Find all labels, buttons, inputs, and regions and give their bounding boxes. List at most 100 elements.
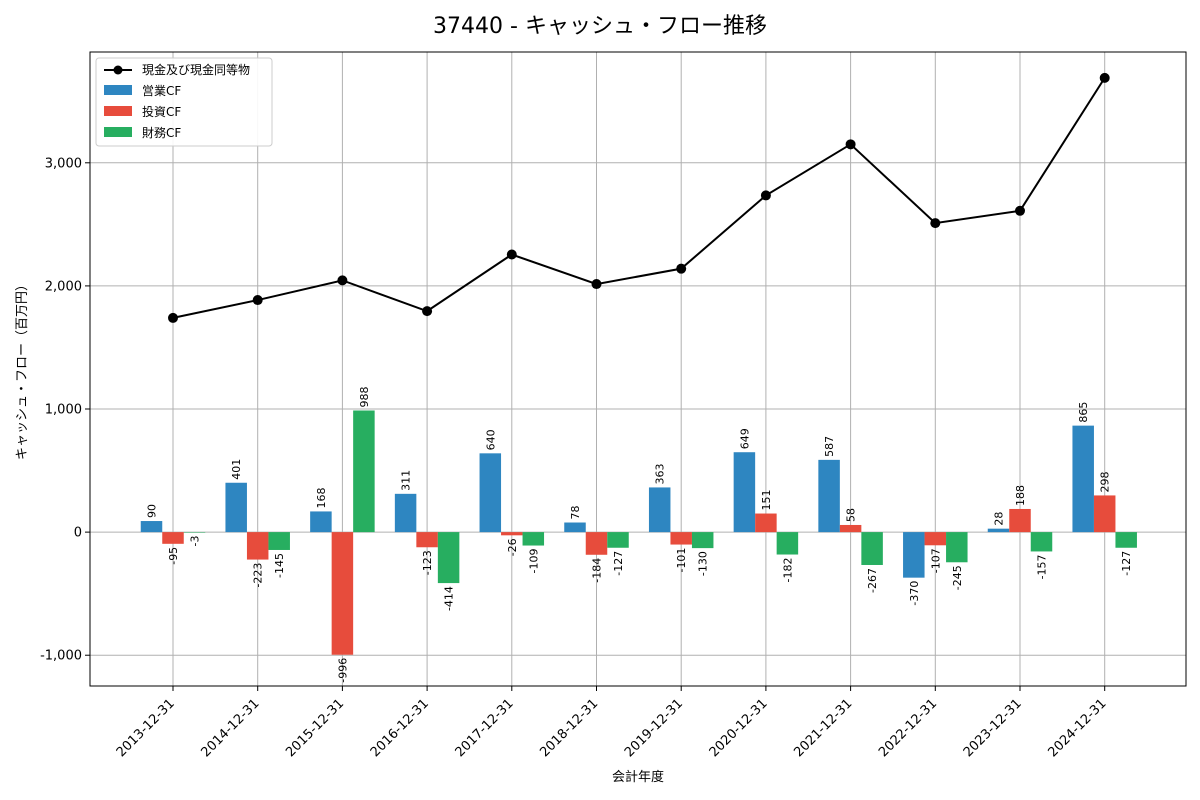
cash-line-point xyxy=(337,275,348,286)
chart-title: 37440 - キャッシュ・フロー推移 xyxy=(433,14,767,39)
bar xyxy=(183,532,206,533)
bar xyxy=(648,487,671,533)
bar-value-label: -109 xyxy=(527,549,540,574)
bar xyxy=(331,532,354,655)
legend-label-financing: 財務CF xyxy=(142,125,181,140)
y-tick-label: -1,000 xyxy=(40,649,82,664)
x-tick-label: 2024-12-31 xyxy=(1045,696,1109,760)
bar xyxy=(501,532,523,536)
bar-labels-layer: 90 401 168 311 640 78 363 649 587 -370 28 865 -95 -22… xyxy=(146,386,1134,682)
bar xyxy=(1115,532,1137,548)
bar-value-label: 311 xyxy=(400,470,413,491)
x-tick-label: 2018-12-31 xyxy=(537,696,601,760)
bar-value-label: 401 xyxy=(230,459,243,480)
bar-value-label: -3 xyxy=(189,535,202,546)
x-tick-label: 2015-12-31 xyxy=(283,696,347,760)
x-tick-label: 2020-12-31 xyxy=(707,696,771,760)
bar-value-label: -101 xyxy=(675,548,688,573)
bar xyxy=(416,532,438,548)
bar xyxy=(861,532,883,565)
bar-value-label: -95 xyxy=(167,547,180,565)
cash-line-point xyxy=(168,312,178,323)
bar xyxy=(246,532,269,560)
bar xyxy=(1009,508,1031,533)
bar-value-label: 865 xyxy=(1077,402,1090,423)
bar-value-label: 58 xyxy=(845,508,858,522)
legend-frame xyxy=(95,57,273,147)
plot-frame xyxy=(89,51,1187,687)
bar-value-label: 640 xyxy=(484,429,497,450)
legend-swatch-investing xyxy=(104,106,132,116)
bar-value-label: -26 xyxy=(506,538,519,556)
bar xyxy=(755,513,777,533)
bar-value-label: 168 xyxy=(315,487,328,508)
x-tick-label: 2014-12-31 xyxy=(198,696,262,760)
bar-value-label: 151 xyxy=(760,490,773,511)
bar xyxy=(564,522,586,533)
bar-value-label: -182 xyxy=(781,558,794,583)
bar xyxy=(946,532,968,563)
line-layer xyxy=(168,72,1110,323)
bar xyxy=(437,532,460,584)
bar-value-label: 649 xyxy=(738,428,751,449)
x-axis-label: 会計年度 xyxy=(612,769,664,785)
bar-value-label: -414 xyxy=(443,586,456,611)
x-tick-label: 2016-12-31 xyxy=(368,696,432,760)
legend-label-operating: 営業CF xyxy=(142,84,181,98)
y-tick-label: 1,000 xyxy=(45,403,82,418)
legend-line-marker xyxy=(113,65,123,75)
legend-swatch-operating xyxy=(104,85,132,95)
x-tick-label: 2017-12-31 xyxy=(453,696,517,760)
y-tick-label: 3,000 xyxy=(45,156,82,171)
bar-value-label: -127 xyxy=(1120,551,1133,576)
bar-value-label: 78 xyxy=(569,506,582,520)
cash-line-point xyxy=(760,190,771,201)
x-tick-label: 2022-12-31 xyxy=(876,696,940,760)
cash-line-point xyxy=(930,218,941,229)
legend-label-cash: 現金及び現金同等物 xyxy=(142,62,250,77)
bar-value-label: 90 xyxy=(146,504,159,518)
bar xyxy=(353,410,375,533)
x-tick-label: 2021-12-31 xyxy=(791,696,855,760)
bar xyxy=(1030,532,1053,552)
bar xyxy=(310,511,332,533)
bar-value-label: -245 xyxy=(951,565,964,590)
bar xyxy=(818,459,840,533)
cash-line-point xyxy=(506,249,517,260)
bar-value-label: 28 xyxy=(993,512,1006,526)
bar xyxy=(394,493,417,533)
bar xyxy=(670,532,692,545)
legend-label-investing: 投資CF xyxy=(142,104,181,119)
cash-line-point xyxy=(1099,72,1110,83)
bar xyxy=(162,532,184,544)
bar-value-label: 988 xyxy=(358,386,371,407)
bar xyxy=(225,482,247,533)
cash-line-point xyxy=(1015,205,1025,216)
bar-value-label: -127 xyxy=(612,551,625,576)
bar-value-label: -157 xyxy=(1036,554,1049,579)
bar xyxy=(987,528,1010,533)
bar-value-label: -267 xyxy=(866,568,879,593)
bar xyxy=(1072,425,1094,533)
y-tick-label: 0 xyxy=(74,526,82,541)
bar-value-label: -145 xyxy=(273,553,286,578)
bar xyxy=(522,532,545,546)
legend-swatch-financing xyxy=(104,127,132,137)
ticks-layer: -1,000 0 1,000 2,000 3,000 2013-12-31 2014-12-… xyxy=(40,156,1109,760)
bar-value-label: -107 xyxy=(929,548,942,573)
legend: 現金及び現金同等物 営業CF 投資CF 財務CF xyxy=(95,57,273,147)
cash-line-point xyxy=(252,295,263,306)
bar-value-label: -184 xyxy=(591,558,604,583)
bar-value-label: 298 xyxy=(1099,471,1112,492)
bar xyxy=(903,532,925,578)
bar xyxy=(924,532,947,546)
x-tick-label: 2023-12-31 xyxy=(961,696,1025,760)
bar xyxy=(1093,495,1116,533)
cash-line-point xyxy=(591,279,602,290)
bar xyxy=(733,452,756,533)
bars-layer xyxy=(140,410,1137,655)
bar xyxy=(140,521,163,533)
x-tick-label: 2019-12-31 xyxy=(622,696,686,760)
